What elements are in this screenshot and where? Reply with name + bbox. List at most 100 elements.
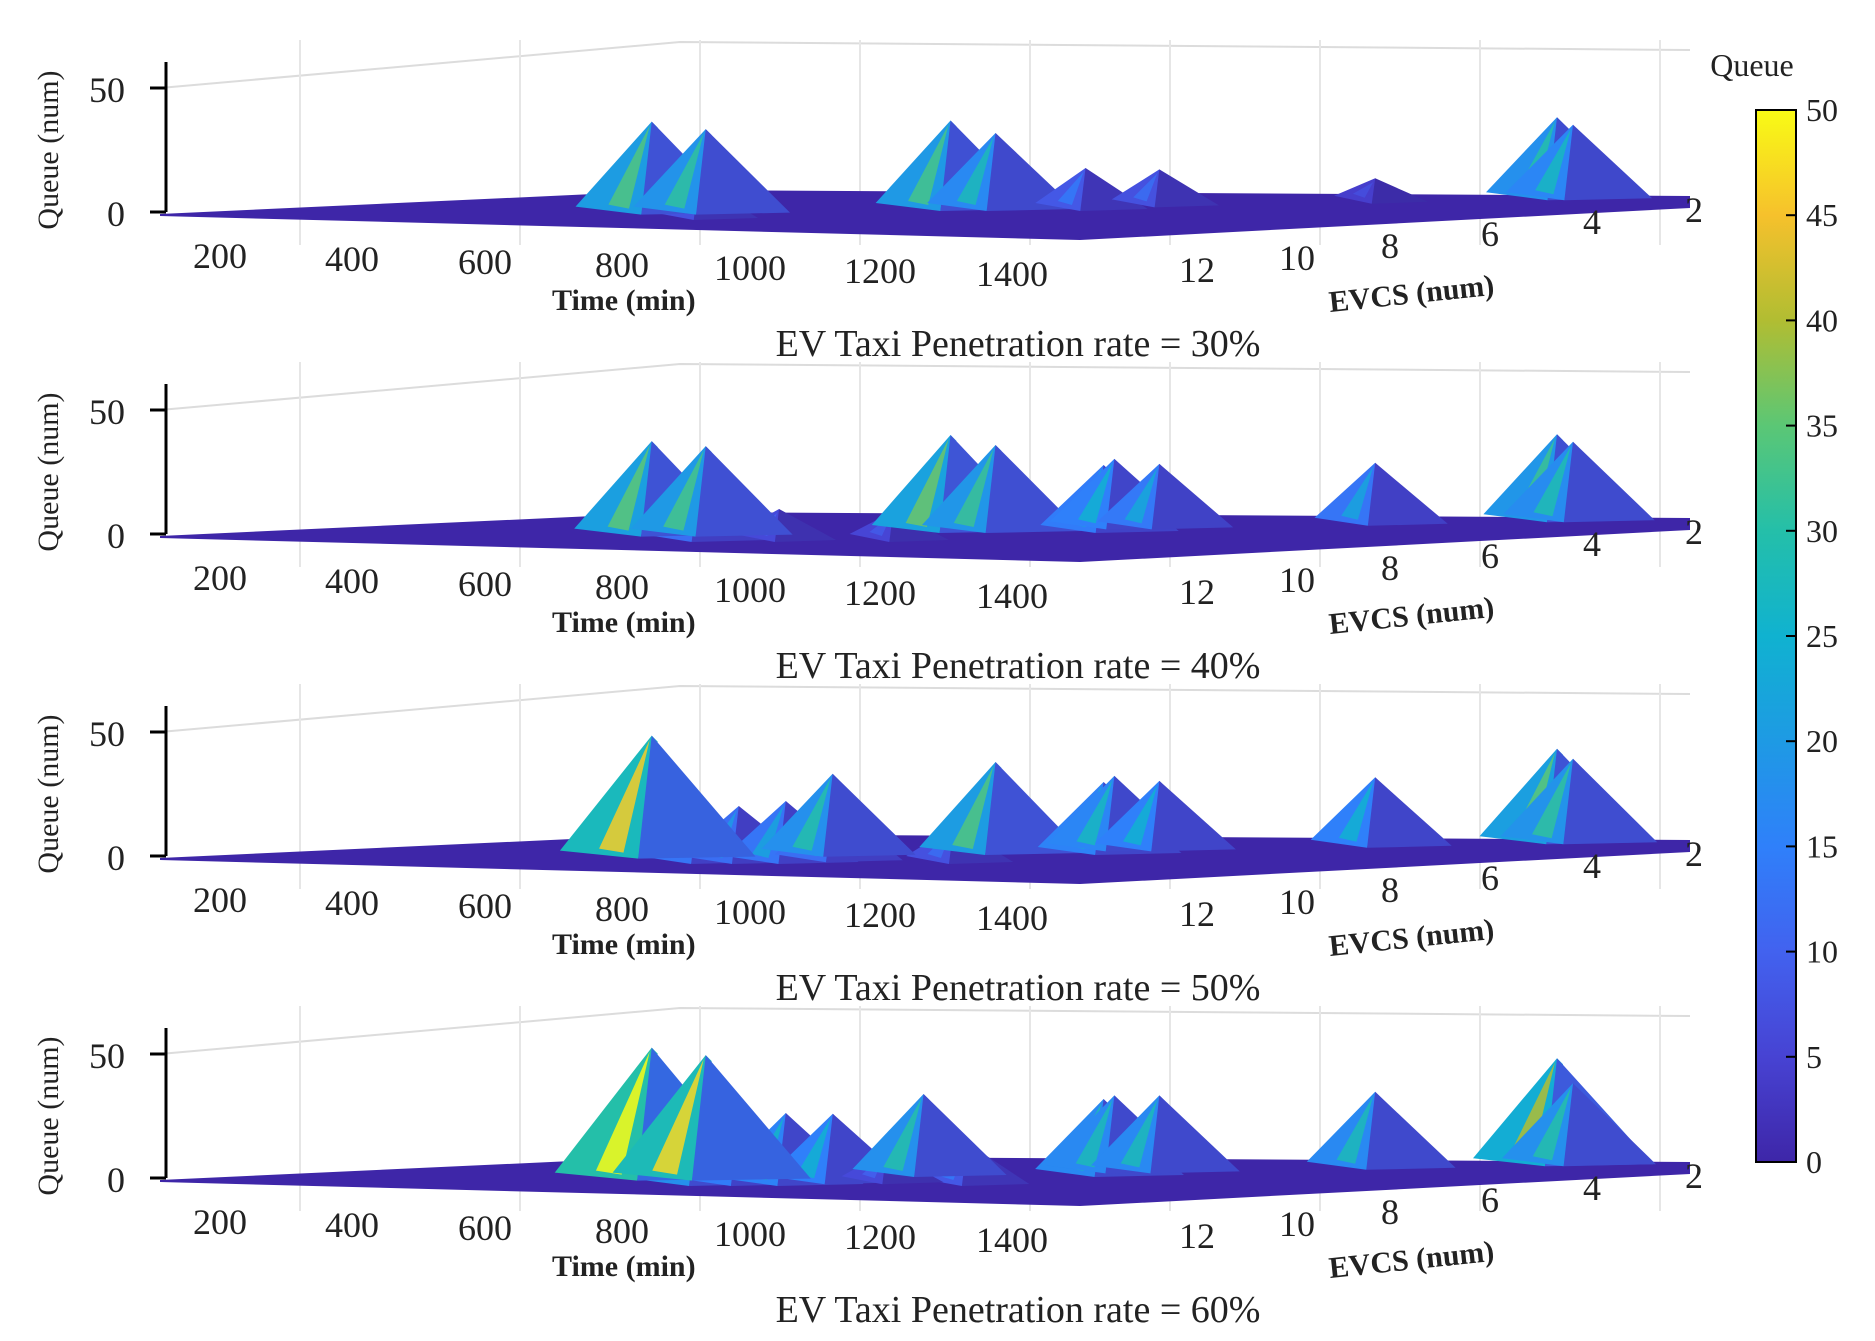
x-tick-label: 200: [193, 558, 247, 598]
queue-peak-face-right: [1367, 462, 1448, 526]
queue-peak-face-left: [1090, 1095, 1166, 1174]
queue-peak-ridge: [1124, 467, 1158, 524]
queue-peak-ridge: [1533, 445, 1571, 517]
queue-peak: [630, 446, 793, 537]
y-tick-label: 8: [1381, 226, 1399, 266]
z-tick-label: 50: [89, 714, 125, 754]
queue-peak-face-left: [1314, 462, 1382, 526]
queue-peak-ridge: [607, 445, 650, 531]
panel-1: 50 0 Queue (num) 200 400 600 800 1000 1200 1400 Ti…: [32, 40, 1703, 365]
x-axis-label: Time (min): [552, 1250, 696, 1283]
queue-peak-ridge: [1352, 182, 1374, 198]
queue-peak-ridge: [953, 449, 994, 527]
queue-peak-face-left: [1505, 124, 1579, 201]
queue-peak-face-right: [638, 735, 756, 859]
queue-peak-face-left: [1097, 463, 1166, 530]
x-tick-label: 600: [458, 1208, 512, 1248]
queue-peak-face-left: [612, 1055, 712, 1181]
queue-peak-ridge: [908, 124, 949, 205]
y-tick-label: 8: [1381, 870, 1399, 910]
x-tick-label: 600: [458, 564, 512, 604]
queue-peak-face-left: [1049, 458, 1121, 530]
grid: [159, 40, 1691, 245]
queue-peak-face-right: [695, 446, 793, 537]
queue-peak-ridge: [1532, 762, 1571, 839]
queue-peak-ridge: [608, 125, 650, 209]
queue-peak: [1502, 1083, 1656, 1167]
queue-peak-face-right: [1151, 463, 1234, 530]
z-tick-label: 0: [107, 1160, 125, 1200]
queue-peak: [1503, 441, 1655, 523]
z-tick-label: 50: [89, 1036, 125, 1076]
queue-peak-face-left: [574, 441, 658, 537]
y-tick-label: 12: [1179, 572, 1215, 612]
queue-peak: [761, 773, 916, 857]
y-tick-label: 4: [1583, 524, 1601, 564]
colorbar-ticks: 0 5 10 15 20 25 30 35 40 45 50: [1786, 92, 1838, 1180]
panel-4: 50 0 Queue (num) 200 400 600 800 1000 1200 1400 Ti…: [32, 1006, 1703, 1331]
queue-peak-ridge: [1535, 128, 1571, 195]
queue-peak: [1090, 1095, 1240, 1174]
x-tick-label: 1200: [844, 895, 916, 935]
colorbar-tick-label: 15: [1806, 828, 1838, 864]
queue-peak-face-right: [1371, 178, 1429, 204]
x-tick-label: 400: [325, 883, 379, 923]
y-axis-label: EVCS (num): [1327, 913, 1495, 963]
queue-peak: [1500, 758, 1658, 845]
y-tick-label: 6: [1481, 1180, 1499, 1220]
x-tick-label: 800: [595, 889, 649, 929]
queue-peak-ridge: [1076, 779, 1113, 846]
queue-peak-face-right: [696, 129, 791, 215]
x-tick-label: 1400: [976, 254, 1048, 294]
queue-peak: [1505, 124, 1653, 201]
queue-peak-face-right: [1564, 124, 1653, 201]
colorbar: Queue 0 5 10 15 20 25 30 35 40 45 50: [1710, 47, 1838, 1180]
x-tick-label: 400: [325, 239, 379, 279]
queue-peak: [1314, 462, 1448, 526]
queue-peak-face-left: [630, 446, 712, 537]
y-tick-label: 6: [1481, 536, 1499, 576]
colorbar-tick-label: 10: [1806, 934, 1838, 970]
colorbar-tick-label: 20: [1806, 723, 1838, 759]
queue-peak-ridge: [905, 439, 949, 527]
queue-peak-ridge: [956, 137, 994, 205]
queue-peak-ridge: [1336, 1095, 1374, 1164]
x-tick-label: 800: [595, 245, 649, 285]
queue-peak-face-left: [875, 120, 957, 211]
colorbar-tick-label: 30: [1806, 513, 1838, 549]
panel-title: EV Taxi Penetration rate = 60%: [776, 1289, 1261, 1331]
queue-peak-ridge: [652, 1059, 704, 1175]
queue-peak-ridge: [1338, 781, 1374, 842]
queue-peak-face-left: [1045, 1095, 1121, 1174]
queue-peak-face-left: [761, 773, 839, 857]
z-tick-label: 0: [107, 516, 125, 556]
x-tick-label: 200: [193, 236, 247, 276]
queue-peak: [1334, 178, 1429, 204]
y-tick-label: 8: [1381, 1192, 1399, 1232]
queue-peak-face-right: [1150, 1095, 1240, 1174]
queue-peak-face-left: [1500, 758, 1579, 845]
queue-peak-face-left: [575, 121, 658, 215]
queue-peak-face-right: [1563, 441, 1655, 523]
x-axis-label: Time (min): [552, 606, 696, 639]
x-tick-label: 1200: [844, 251, 916, 291]
x-tick-label: 1200: [844, 1217, 916, 1257]
colorbar-tick-label: 0: [1806, 1144, 1822, 1180]
z-axis-label: Queue (num): [32, 70, 65, 229]
y-axis-label: EVCS (num): [1327, 269, 1495, 319]
grid-top-edge: [159, 684, 1691, 733]
panel-3: 50 0 Queue (num) 200 400 600 800 1000 1200 1400 Ti…: [32, 684, 1703, 1009]
z-axis: 50 0 Queue (num): [32, 1028, 168, 1200]
y-tick-label: 10: [1279, 882, 1315, 922]
queue-peak-ridge: [1509, 1062, 1555, 1161]
x-tick-label: 1400: [976, 576, 1048, 616]
x-tick-label: 200: [193, 880, 247, 920]
panel-title: EV Taxi Penetration rate = 30%: [776, 323, 1261, 365]
y-tick-label: 2: [1685, 834, 1703, 874]
y-tick-label: 2: [1685, 512, 1703, 552]
colorbar-tick-label: 5: [1806, 1039, 1822, 1075]
colorbar-title: Queue: [1710, 47, 1794, 83]
surface-floor: [160, 190, 1690, 240]
y-tick-label: 2: [1685, 1156, 1703, 1196]
